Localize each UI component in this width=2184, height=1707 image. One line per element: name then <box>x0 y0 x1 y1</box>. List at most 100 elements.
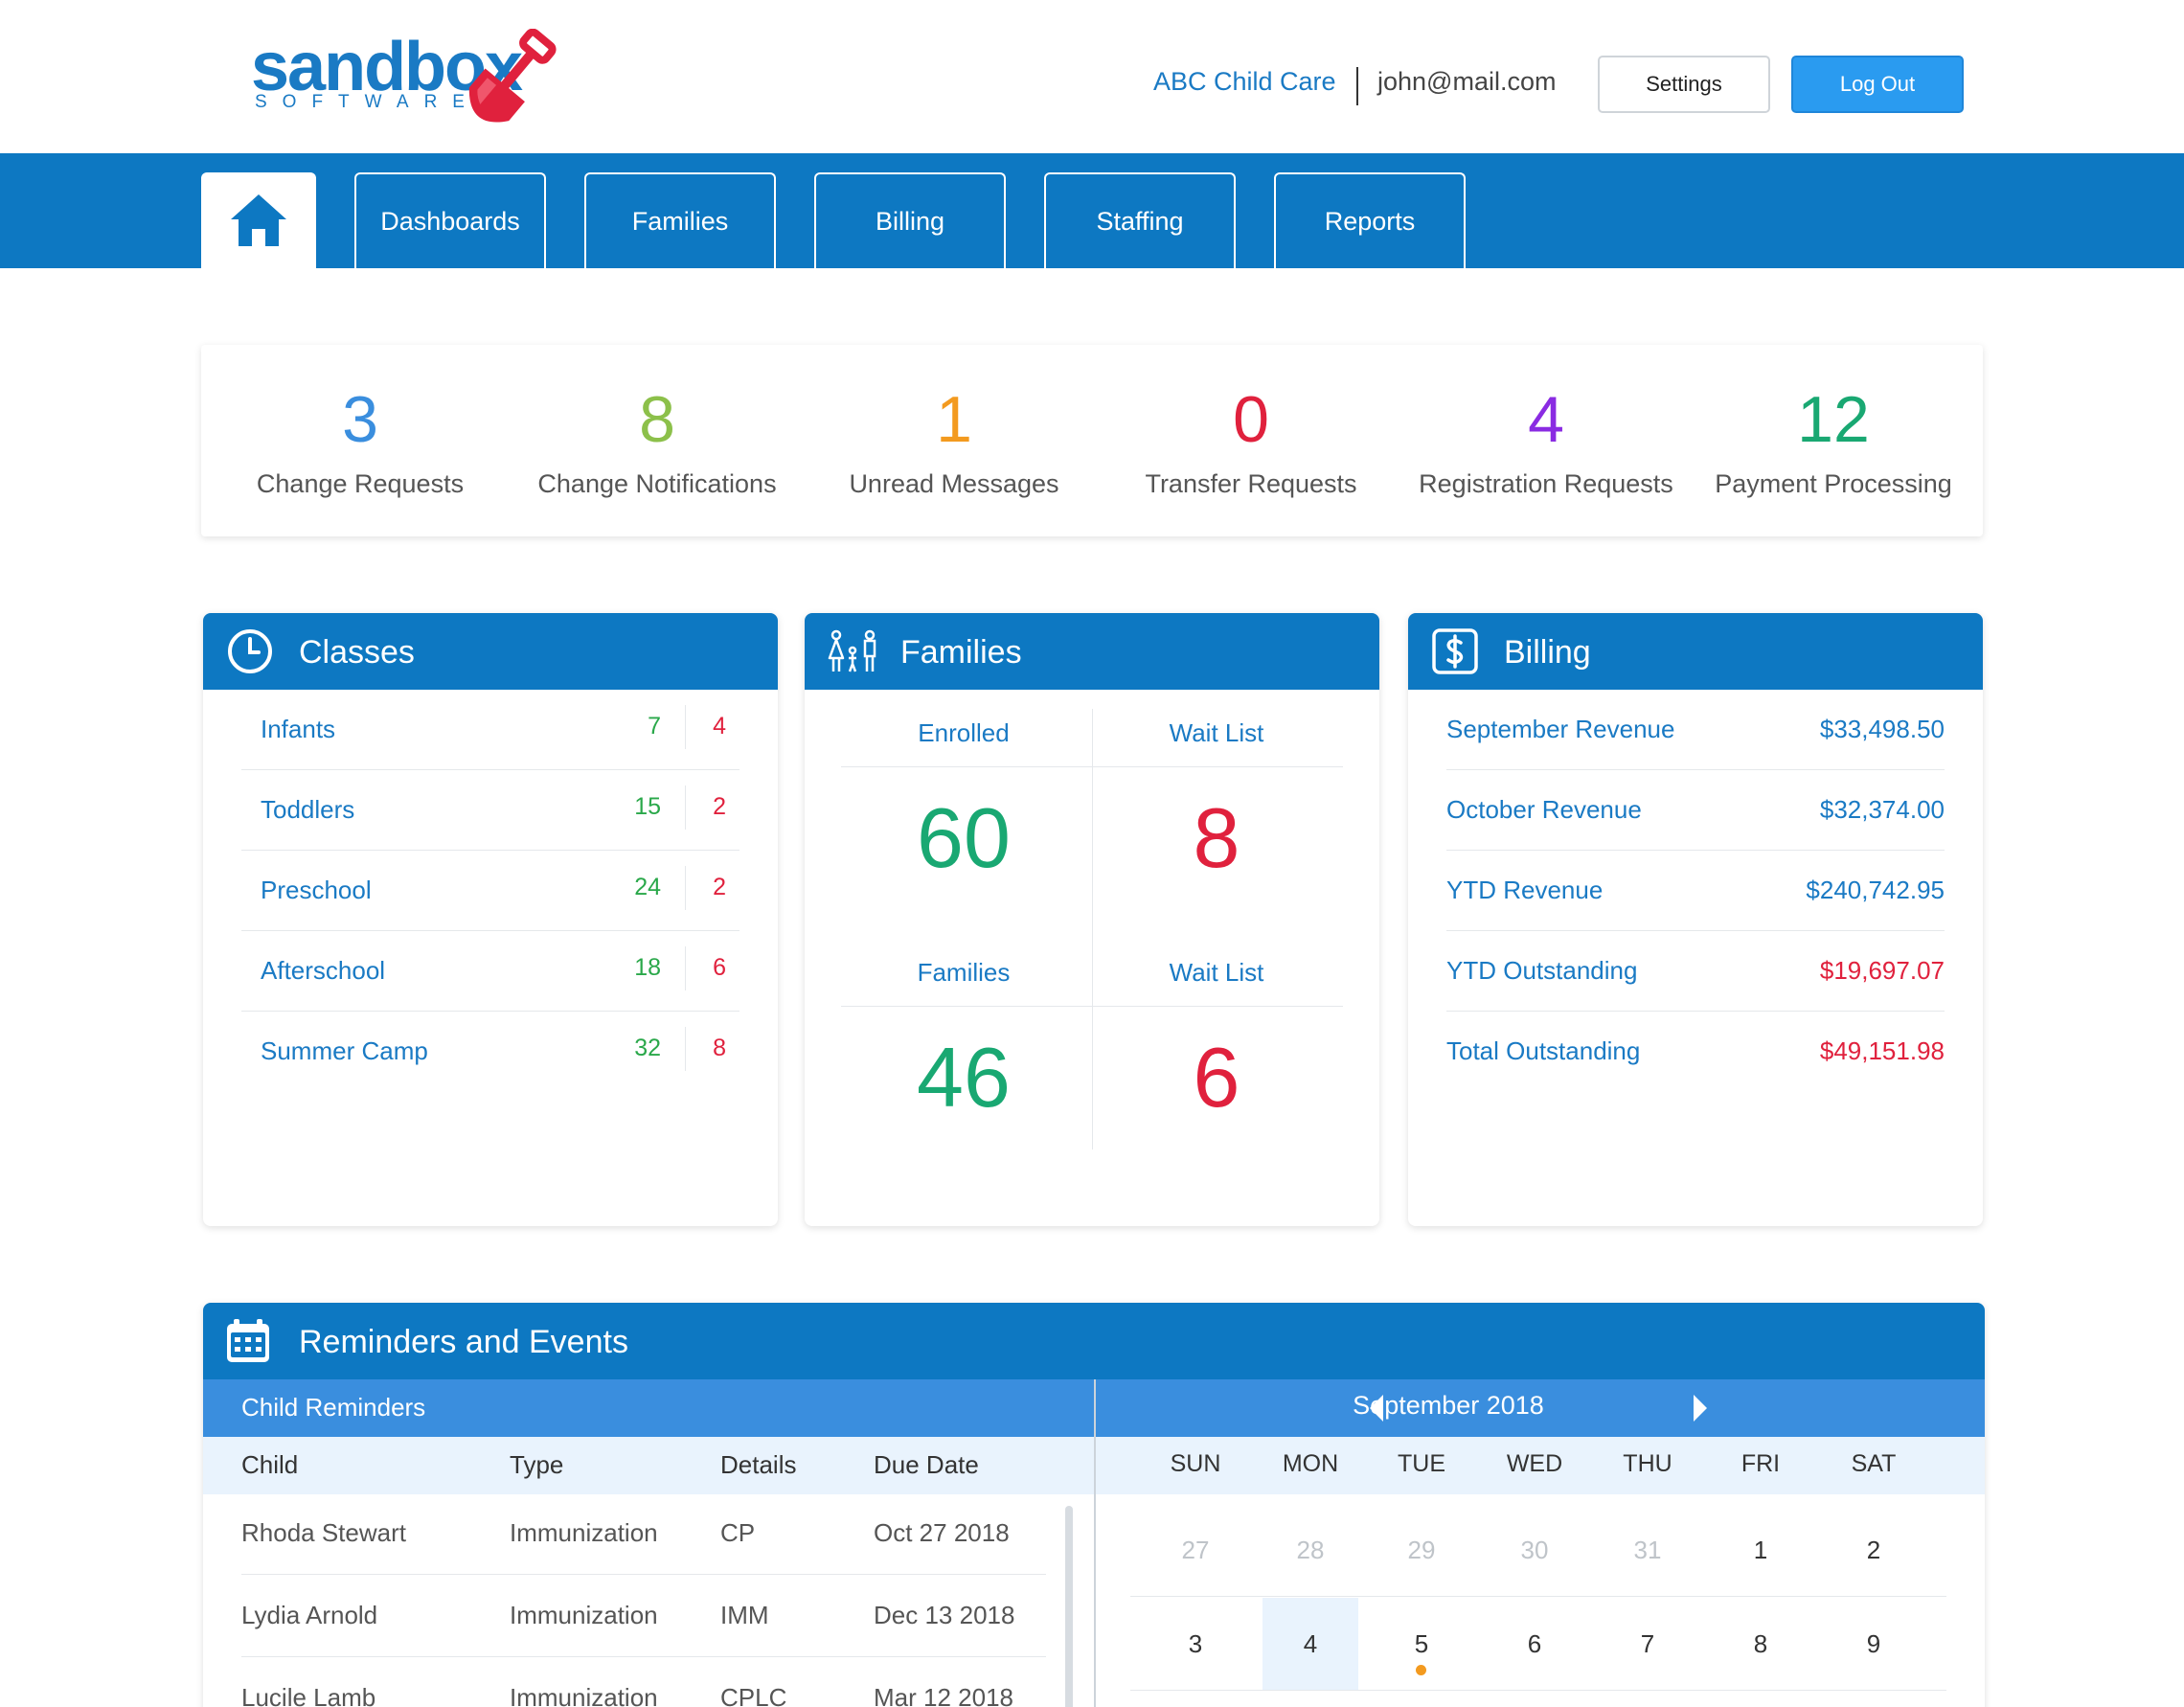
billing-value: $33,498.50 <box>1819 715 1945 743</box>
class-waitlist-count: 6 <box>713 954 726 981</box>
calendar-next-icon[interactable] <box>1686 1391 1715 1425</box>
families-count-label: Families <box>917 958 1011 987</box>
column-header-due-date[interactable]: Due Date <box>874 1450 979 1479</box>
reminder-row-divider <box>241 1656 1046 1657</box>
stat-change-requests[interactable]: 3 Change Requests <box>216 345 504 536</box>
calendar-icon <box>227 1319 269 1362</box>
weekday-wed: WED <box>1506 1450 1563 1477</box>
family-icon <box>828 629 876 672</box>
calendar-day[interactable]: 7 <box>1640 1629 1655 1658</box>
calendar-day-selected[interactable]: 4 <box>1263 1598 1358 1690</box>
calendar-day[interactable]: 8 <box>1753 1629 1768 1658</box>
calendar-day[interactable]: 6 <box>1527 1629 1542 1658</box>
class-row-afterschool[interactable]: Afterschool 18 6 <box>241 931 739 1012</box>
billing-value-alert: $49,151.98 <box>1819 1036 1945 1065</box>
weekday-fri: FRI <box>1740 1450 1781 1477</box>
reminders-header: Reminders and Events <box>203 1303 1985 1379</box>
calendar-day[interactable]: 28 <box>1296 1536 1325 1564</box>
stat-value: 0 <box>1233 383 1269 456</box>
waitlist-count[interactable]: 8 <box>1193 790 1240 885</box>
billing-row-ytd-revenue[interactable]: YTD Revenue $240,742.95 <box>1446 851 1945 931</box>
class-row-preschool[interactable]: Preschool 24 2 <box>241 851 739 931</box>
tab-billing[interactable]: Billing <box>814 172 1006 268</box>
calendar-weekday-bar <box>1096 1437 1985 1494</box>
reminder-child[interactable]: Rhoda Stewart <box>241 1518 406 1547</box>
billing-value: $32,374.00 <box>1819 795 1945 824</box>
families-waitlist-label: Wait List <box>1169 958 1264 987</box>
stat-transfer-requests[interactable]: 0 Transfer Requests <box>1107 345 1395 536</box>
column-header-type[interactable]: Type <box>510 1450 564 1479</box>
reminder-type: Immunization <box>510 1518 658 1547</box>
billing-label: October Revenue <box>1446 795 1642 824</box>
event-dot-icon <box>1416 1665 1426 1675</box>
org-name-link[interactable]: ABC Child Care <box>1153 67 1336 96</box>
main-nav: Dashboards Families Billing Staffing Rep… <box>0 153 2184 268</box>
calendar-prev-icon[interactable] <box>1362 1391 1391 1425</box>
weekday-thu: THU <box>1623 1450 1672 1477</box>
billing-value: $240,742.95 <box>1806 876 1945 904</box>
reminder-child[interactable]: Lydia Arnold <box>241 1601 378 1629</box>
enrolled-count[interactable]: 60 <box>917 790 1011 885</box>
class-waitlist-count: 4 <box>713 713 726 740</box>
class-row-toddlers[interactable]: Toddlers 15 2 <box>241 770 739 851</box>
sandbox-logo[interactable]: sandbox SOFTWARE <box>251 27 567 137</box>
logout-button[interactable]: Log Out <box>1791 56 1964 113</box>
stat-label: Change Requests <box>256 469 465 498</box>
weekday-sat: SAT <box>1851 1450 1897 1477</box>
reminders-column-headers: Child Type Details Due Date <box>203 1437 1094 1494</box>
nav-home-tab[interactable] <box>201 172 316 268</box>
tab-dashboards[interactable]: Dashboards <box>354 172 546 268</box>
stat-change-notifications[interactable]: 8 Change Notifications <box>513 345 801 536</box>
class-count-divider <box>685 866 686 910</box>
column-header-details[interactable]: Details <box>720 1450 797 1479</box>
classes-card-header: Classes <box>203 613 778 690</box>
tab-families[interactable]: Families <box>584 172 776 268</box>
families-waitlist-count[interactable]: 6 <box>1193 1030 1240 1125</box>
billing-row-total-outstanding[interactable]: Total Outstanding $49,151.98 <box>1446 1012 1945 1092</box>
tab-staffing[interactable]: Staffing <box>1044 172 1236 268</box>
calendar-day[interactable]: 29 <box>1407 1536 1436 1564</box>
stat-unread-messages[interactable]: 1 Unread Messages <box>810 345 1098 536</box>
families-count[interactable]: 46 <box>917 1030 1011 1125</box>
stat-label: Change Notifications <box>537 469 777 498</box>
stat-label: Unread Messages <box>849 469 1059 498</box>
reminders-scrollbar[interactable] <box>1065 1506 1073 1707</box>
stat-registration-requests[interactable]: 4 Registration Requests <box>1402 345 1690 536</box>
reminder-type: Immunization <box>510 1601 658 1629</box>
child-reminders-title: Child Reminders <box>241 1393 426 1422</box>
calendar-day[interactable]: 30 <box>1520 1536 1549 1564</box>
class-count-divider <box>685 1027 686 1071</box>
calendar-day[interactable]: 27 <box>1181 1536 1210 1564</box>
billing-row-september-revenue[interactable]: September Revenue $33,498.50 <box>1446 690 1945 770</box>
column-header-child[interactable]: Child <box>241 1450 299 1479</box>
calendar-day[interactable]: 1 <box>1753 1536 1768 1564</box>
stat-value: 12 <box>1797 383 1870 456</box>
calendar-day[interactable]: 3 <box>1188 1629 1203 1658</box>
stat-payment-processing[interactable]: 12 Payment Processing <box>1690 345 1977 536</box>
class-row-summer-camp[interactable]: Summer Camp 32 8 <box>241 1012 739 1092</box>
enrolled-label: Enrolled <box>918 718 1010 747</box>
reminders-events-card: Reminders and Events Child Reminders Sep… <box>203 1303 1985 1707</box>
reminder-type: Immunization <box>510 1683 658 1707</box>
families-column-divider <box>1092 709 1093 1149</box>
class-enrolled-count: 32 <box>634 1035 661 1061</box>
reminder-child[interactable]: Lucile Lamb <box>241 1683 376 1707</box>
settings-button[interactable]: Settings <box>1598 56 1770 113</box>
families-title: Families <box>900 634 1022 671</box>
billing-label: YTD Revenue <box>1446 876 1604 904</box>
calendar-day[interactable]: 31 <box>1633 1536 1662 1564</box>
calendar-day-with-event[interactable]: 5 <box>1414 1629 1429 1658</box>
class-name: Preschool <box>261 876 372 904</box>
waitlist-label: Wait List <box>1169 718 1264 747</box>
calendar-day[interactable]: 9 <box>1866 1629 1881 1658</box>
class-count-divider <box>685 705 686 749</box>
dollar-icon <box>1432 628 1478 674</box>
class-name: Infants <box>261 715 336 743</box>
tab-reports[interactable]: Reports <box>1274 172 1466 268</box>
classes-title: Classes <box>299 634 415 671</box>
calendar-day[interactable]: 2 <box>1866 1536 1881 1564</box>
billing-row-ytd-outstanding[interactable]: YTD Outstanding $19,697.07 <box>1446 931 1945 1012</box>
shovel-icon <box>468 29 557 123</box>
class-row-infants[interactable]: Infants 7 4 <box>241 690 739 770</box>
billing-row-october-revenue[interactable]: October Revenue $32,374.00 <box>1446 770 1945 851</box>
